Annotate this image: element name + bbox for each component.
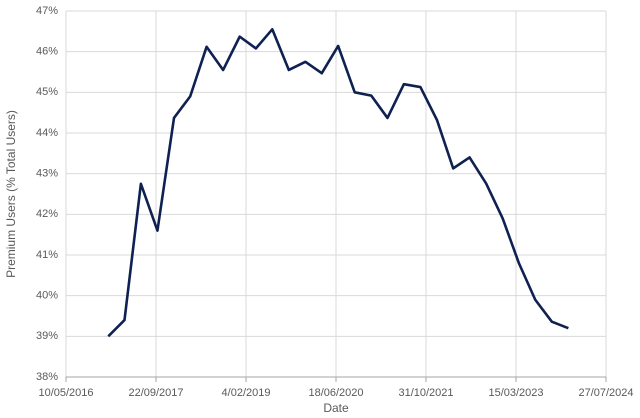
y-tick-label: 39% [36,330,58,342]
y-tick-label: 46% [36,46,58,58]
y-tick-label: 47% [36,5,58,17]
x-axis-title: Date [323,401,349,415]
x-tick-label: 18/06/2020 [308,387,363,399]
y-tick-label: 38% [36,371,58,383]
data-line [107,28,569,338]
y-axis-title: Premium Users (% Total Users) [4,110,18,278]
y-tick-label: 40% [36,290,58,302]
y-tick-label: 41% [36,249,58,261]
x-tick-label: 10/05/2016 [38,387,93,399]
x-tick-label: 31/10/2021 [398,387,453,399]
x-tick-label: 22/09/2017 [128,387,183,399]
y-tick-label: 43% [36,168,58,180]
y-tick-label: 42% [36,208,58,220]
y-tick-label: 44% [36,127,58,139]
y-tick-label: 45% [36,86,58,98]
x-tick-label: 4/02/2019 [222,387,271,399]
x-tick-label: 27/07/2024 [578,387,633,399]
x-tick-label: 15/03/2023 [488,387,543,399]
